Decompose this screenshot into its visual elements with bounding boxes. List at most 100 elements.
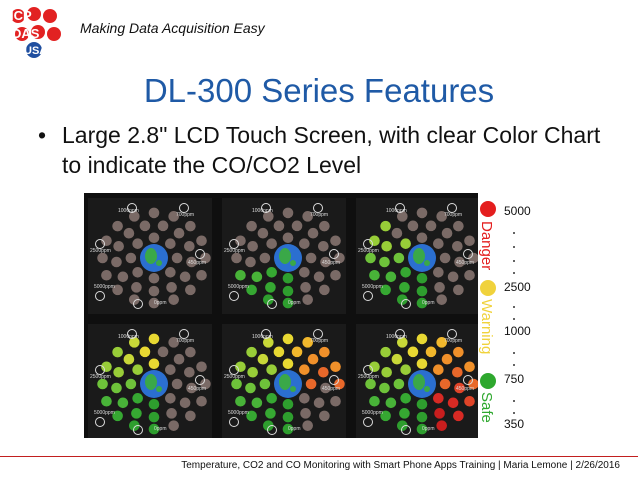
- warning-dot-icon: [480, 280, 496, 296]
- legend-dot-separator: [513, 272, 515, 274]
- ppm-label: 5000ppm: [362, 410, 383, 416]
- face-icon: [261, 203, 271, 213]
- level-dot: [265, 282, 276, 293]
- ppm-label: 700ppm: [444, 212, 462, 218]
- level-dot: [300, 408, 311, 419]
- legend-dot-separator: [513, 400, 515, 402]
- level-dot: [185, 410, 196, 422]
- ppm-label: 450ppm: [188, 260, 206, 266]
- level-dot: [168, 294, 179, 305]
- level-dot: [365, 378, 376, 390]
- level-dot: [282, 272, 294, 284]
- level-dot: [330, 361, 341, 373]
- legend-dot-separator: [513, 246, 515, 248]
- face-icon: [363, 291, 373, 301]
- level-dot: [265, 408, 276, 419]
- feature-bullet: • Large 2.8" LCD Touch Screen, with clea…: [38, 120, 618, 180]
- level-dot: [168, 420, 179, 431]
- ppm-label: 450ppm: [188, 386, 206, 392]
- legend-value: 2500: [504, 280, 531, 294]
- level-dot: [247, 240, 258, 252]
- ppm-label: 5000ppm: [228, 410, 249, 416]
- level-dot: [400, 267, 411, 278]
- level-dot: [433, 267, 444, 278]
- ppm-label: 700ppm: [310, 338, 328, 344]
- level-dot: [464, 269, 475, 281]
- level-dot: [196, 269, 207, 281]
- icp-das-usa-logo: ICP DAS USA: [10, 7, 61, 58]
- face-icon: [395, 329, 405, 339]
- level-dot: [416, 358, 428, 370]
- face-icon: [463, 249, 473, 259]
- safe-dot-icon: [480, 373, 496, 389]
- level-dot: [400, 364, 411, 375]
- face-icon: [267, 425, 277, 435]
- level-dot: [313, 271, 325, 283]
- level-dot: [123, 353, 135, 365]
- co2-screen-panel: 1000ppm 700ppm 2500ppm 450ppm 5000ppm 0ppm: [88, 324, 212, 438]
- legend-safe-label: Safe: [478, 392, 495, 423]
- level-dot: [131, 282, 142, 293]
- level-dot: [416, 232, 428, 244]
- level-dot: [139, 346, 151, 358]
- level-dot: [231, 252, 242, 264]
- level-dot: [257, 353, 269, 365]
- level-dot: [282, 423, 294, 435]
- level-dot: [439, 252, 451, 264]
- co2-screen-panel: 1000ppm 700ppm 2500ppm 450ppm 5000ppm 0ppm: [222, 324, 346, 438]
- level-dot: [391, 353, 403, 365]
- level-dot: [334, 378, 345, 390]
- legend-warning-label: Warning: [478, 299, 495, 354]
- level-dot: [399, 408, 410, 419]
- level-dot: [246, 346, 257, 358]
- level-dot: [282, 398, 294, 410]
- level-dot: [318, 366, 329, 378]
- level-dot: [320, 256, 331, 268]
- svg-text:USA: USA: [24, 45, 47, 57]
- ppm-label: 700ppm: [176, 338, 194, 344]
- level-dot: [266, 364, 277, 375]
- level-dot: [148, 398, 160, 410]
- level-dot: [148, 411, 160, 423]
- level-dot: [454, 256, 465, 268]
- globe-land: [279, 248, 291, 264]
- level-dot: [436, 337, 447, 348]
- ppm-label: 0ppm: [154, 300, 167, 306]
- level-dot: [299, 238, 310, 249]
- face-icon: [179, 203, 189, 213]
- level-dot: [379, 382, 390, 394]
- globe-land: [290, 386, 296, 392]
- ppm-label: 1000ppm: [252, 208, 273, 214]
- level-dot: [391, 227, 403, 239]
- level-dot: [397, 211, 408, 222]
- level-dot: [273, 220, 285, 232]
- level-dot: [447, 397, 459, 409]
- level-dot: [447, 271, 459, 283]
- level-dot: [173, 227, 185, 239]
- face-icon: [447, 203, 457, 213]
- level-dot: [148, 333, 160, 345]
- ppm-label: 700ppm: [310, 212, 328, 218]
- level-dot: [439, 378, 451, 390]
- level-dot: [433, 393, 444, 404]
- ppm-label: 700ppm: [444, 338, 462, 344]
- level-dot: [330, 395, 341, 407]
- level-dot: [179, 271, 191, 283]
- ppm-label: 2500ppm: [224, 374, 245, 380]
- globe-land: [290, 260, 296, 266]
- level-dot: [436, 420, 447, 431]
- level-dot: [319, 410, 330, 422]
- level-dot: [305, 252, 317, 264]
- face-icon: [229, 239, 239, 249]
- legend-dot-separator: [513, 352, 515, 354]
- level-dot: [111, 382, 122, 394]
- level-dot: [416, 423, 428, 435]
- globe-land: [413, 248, 425, 264]
- level-dot: [369, 395, 380, 407]
- legend-dot-separator: [513, 318, 515, 320]
- level-dot: [196, 235, 207, 247]
- level-dot: [251, 397, 263, 409]
- level-dot: [436, 211, 447, 222]
- level-dot: [132, 267, 143, 278]
- face-icon: [329, 249, 339, 259]
